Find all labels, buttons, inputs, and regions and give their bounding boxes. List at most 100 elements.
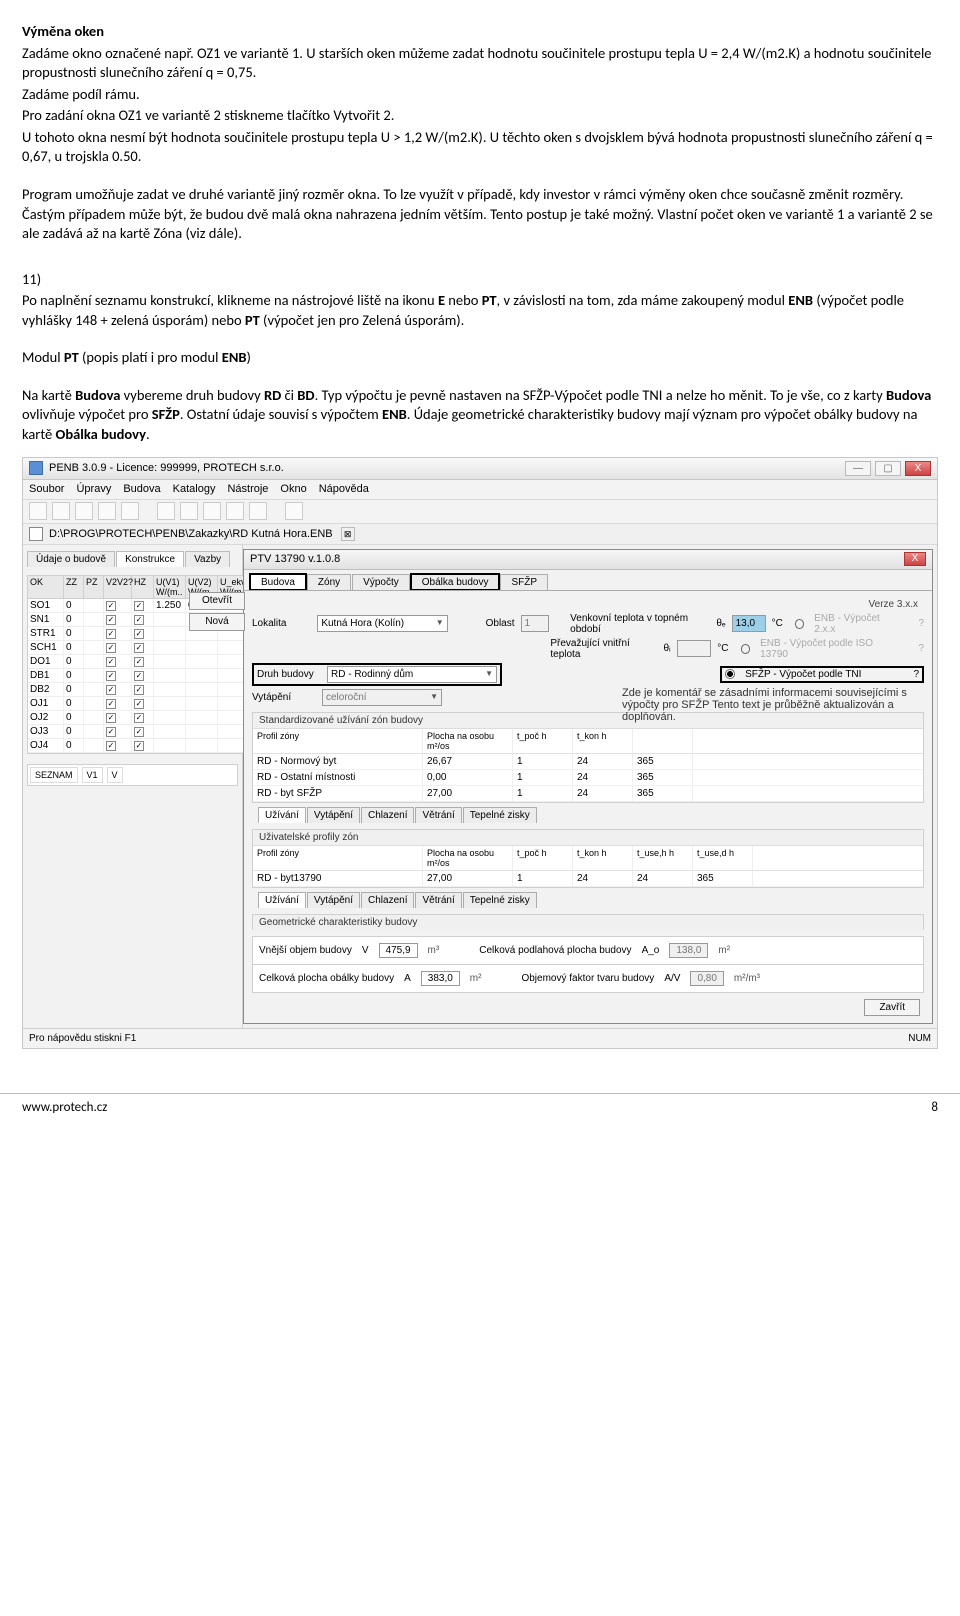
unit: °C [772, 618, 783, 629]
modal-tab[interactable]: Zóny [307, 574, 351, 590]
tool-icon[interactable] [226, 502, 244, 520]
paragraph: Pro zadání okna OZ1 ve variantě 2 stiskn… [22, 106, 938, 126]
tool-icon[interactable] [98, 502, 116, 520]
modal-tab-obalka[interactable]: Obálka budovy [411, 574, 500, 590]
tool-icon[interactable] [52, 502, 70, 520]
modal-window: PTV 13790 v.1.0.8 X Budova Zóny Výpočty … [243, 549, 933, 1024]
group-title: Uživatelské profily zón [253, 830, 923, 846]
bottom-tabs: SEZNAM V1 V [27, 764, 238, 786]
radio[interactable] [795, 619, 804, 629]
bottom-tab[interactable]: SEZNAM [30, 767, 78, 783]
table-row[interactable]: DO10✓✓ [28, 655, 278, 669]
geo-V[interactable]: 475,9 [379, 943, 418, 958]
open-button[interactable]: Otevřít [189, 592, 245, 610]
menu-item[interactable]: Okno [280, 483, 306, 495]
paragraph: Zadáme podíl rámu. [22, 85, 938, 105]
table-row: RD - Ostatní místnosti0,00124365 [253, 770, 923, 786]
radio[interactable] [741, 644, 751, 654]
modal-tab[interactable]: Výpočty [352, 574, 410, 590]
menu-item[interactable]: Nástroje [227, 483, 268, 495]
subtab[interactable]: Chlazení [361, 807, 414, 823]
subtab[interactable]: Užívání [258, 807, 306, 823]
druh-select[interactable]: RD - Rodinný dům [327, 666, 497, 683]
radio-sfzp[interactable] [725, 669, 735, 679]
table-row[interactable]: SCH10✓✓ [28, 641, 278, 655]
table-row[interactable]: DB10✓✓ [28, 669, 278, 683]
tab[interactable]: Údaje o budově [27, 551, 115, 567]
radio-label: ENB - Výpočet 2.x.x [814, 613, 897, 635]
table-row[interactable]: OJ20✓✓ [28, 711, 278, 725]
label: Venkovní teplota v topném období [570, 613, 710, 635]
modal-close-button[interactable]: X [904, 552, 926, 566]
paragraph: Zadáme okno označené např. OZ1 ve varian… [22, 44, 938, 83]
bottom-tab[interactable]: V1 [82, 767, 103, 783]
subtab[interactable]: Vytápění [307, 807, 360, 823]
vytapeni-select: celoroční [322, 689, 442, 706]
tool-icon[interactable] [180, 502, 198, 520]
subtab[interactable]: Tepelné zisky [463, 807, 537, 823]
tab[interactable]: Konstrukce [116, 551, 184, 567]
menubar: Soubor Úpravy Budova Katalogy Nástroje O… [23, 480, 937, 500]
table-row[interactable]: OJ30✓✓ [28, 725, 278, 739]
geo-group2: Celková plocha obálky budovy A 383,0 m² … [252, 965, 924, 993]
subtab[interactable]: Větrání [415, 892, 461, 908]
tool-icon[interactable] [29, 502, 47, 520]
tool-icon[interactable] [157, 502, 175, 520]
paragraph: Program umožňuje zadat ve druhé variantě… [22, 185, 938, 244]
new-button[interactable]: Nová [189, 613, 245, 631]
paragraph: Modul PT (popis platí i pro modul ENB) [22, 348, 938, 368]
menu-item[interactable]: Katalogy [173, 483, 216, 495]
subtab[interactable]: Tepelné zisky [463, 892, 537, 908]
minimize-button[interactable]: — [845, 461, 871, 476]
tab[interactable]: Vazby [185, 551, 230, 567]
tool-icon[interactable] [75, 502, 93, 520]
group-rows: RD - byt1379027,0012424365 [253, 871, 923, 887]
close-button[interactable]: X [905, 461, 931, 476]
geo-A[interactable]: 383,0 [421, 971, 460, 986]
status-text: Pro nápovědu stiskni F1 [29, 1033, 136, 1044]
label: Oblast [486, 618, 515, 629]
subtab[interactable]: Chlazení [361, 892, 414, 908]
doc-icon [29, 527, 43, 541]
tool-icon[interactable] [249, 502, 267, 520]
druh-budovy-highlight: Druh budovy RD - Rodinný dům [252, 663, 502, 686]
table-row[interactable]: OJ40✓✓ [28, 739, 278, 753]
menu-item[interactable]: Soubor [29, 483, 64, 495]
subtab[interactable]: Větrání [415, 807, 461, 823]
doc-path: D:\PROG\PROTECH\PENB\Zakazky\RD Kutná Ho… [49, 528, 333, 540]
document-bar: D:\PROG\PROTECH\PENB\Zakazky\RD Kutná Ho… [23, 524, 937, 545]
menu-item[interactable]: Nápověda [319, 483, 369, 495]
window-title: PENB 3.0.9 - Licence: 999999, PROTECH s.… [49, 462, 284, 474]
status-num: NUM [908, 1033, 931, 1044]
menu-item[interactable]: Budova [123, 483, 160, 495]
unit: °C [717, 643, 728, 654]
doc-close-icon[interactable]: ⊠ [341, 527, 355, 541]
tool-icon[interactable] [203, 502, 221, 520]
subtab[interactable]: Vytápění [307, 892, 360, 908]
group-header: Profil zónyPlocha na osobu m²/ost_poč ht… [253, 846, 923, 871]
label: Druh budovy [257, 669, 321, 680]
geo-group: Vnější objem budovy V 475,9 m³ Celková p… [252, 936, 924, 965]
lokalita-select[interactable]: Kutná Hora (Kolín) [317, 615, 447, 632]
geo-AV: 0,80 [690, 971, 723, 986]
footer-url: www.protech.cz [22, 1100, 107, 1115]
paragraph: Na kartě Budova vybereme druh budovy RD … [22, 386, 938, 445]
subtab[interactable]: Užívání [258, 892, 306, 908]
tool-icon[interactable] [121, 502, 139, 520]
label: Lokalita [252, 618, 311, 629]
modal-tab[interactable]: SFŽP [500, 574, 548, 590]
venk-temp-field[interactable]: 13,0 [732, 615, 766, 632]
geo-title: Geometrické charakteristiky budovy [252, 914, 924, 930]
table-row[interactable]: DB20✓✓ [28, 683, 278, 697]
app-window: PENB 3.0.9 - Licence: 999999, PROTECH s.… [22, 457, 938, 1049]
statusbar: Pro nápovědu stiskni F1 NUM [23, 1028, 937, 1048]
close-button[interactable]: Zavřít [864, 999, 920, 1016]
bottom-tab[interactable]: V [107, 767, 123, 783]
label: Vytápění [252, 692, 316, 703]
maximize-button[interactable]: ▢ [875, 461, 901, 476]
menu-item[interactable]: Úpravy [76, 483, 111, 495]
toolbar [23, 500, 937, 524]
help-icon[interactable] [285, 502, 303, 520]
table-row[interactable]: OJ10✓✓ [28, 697, 278, 711]
modal-tab-budova[interactable]: Budova [250, 574, 306, 590]
